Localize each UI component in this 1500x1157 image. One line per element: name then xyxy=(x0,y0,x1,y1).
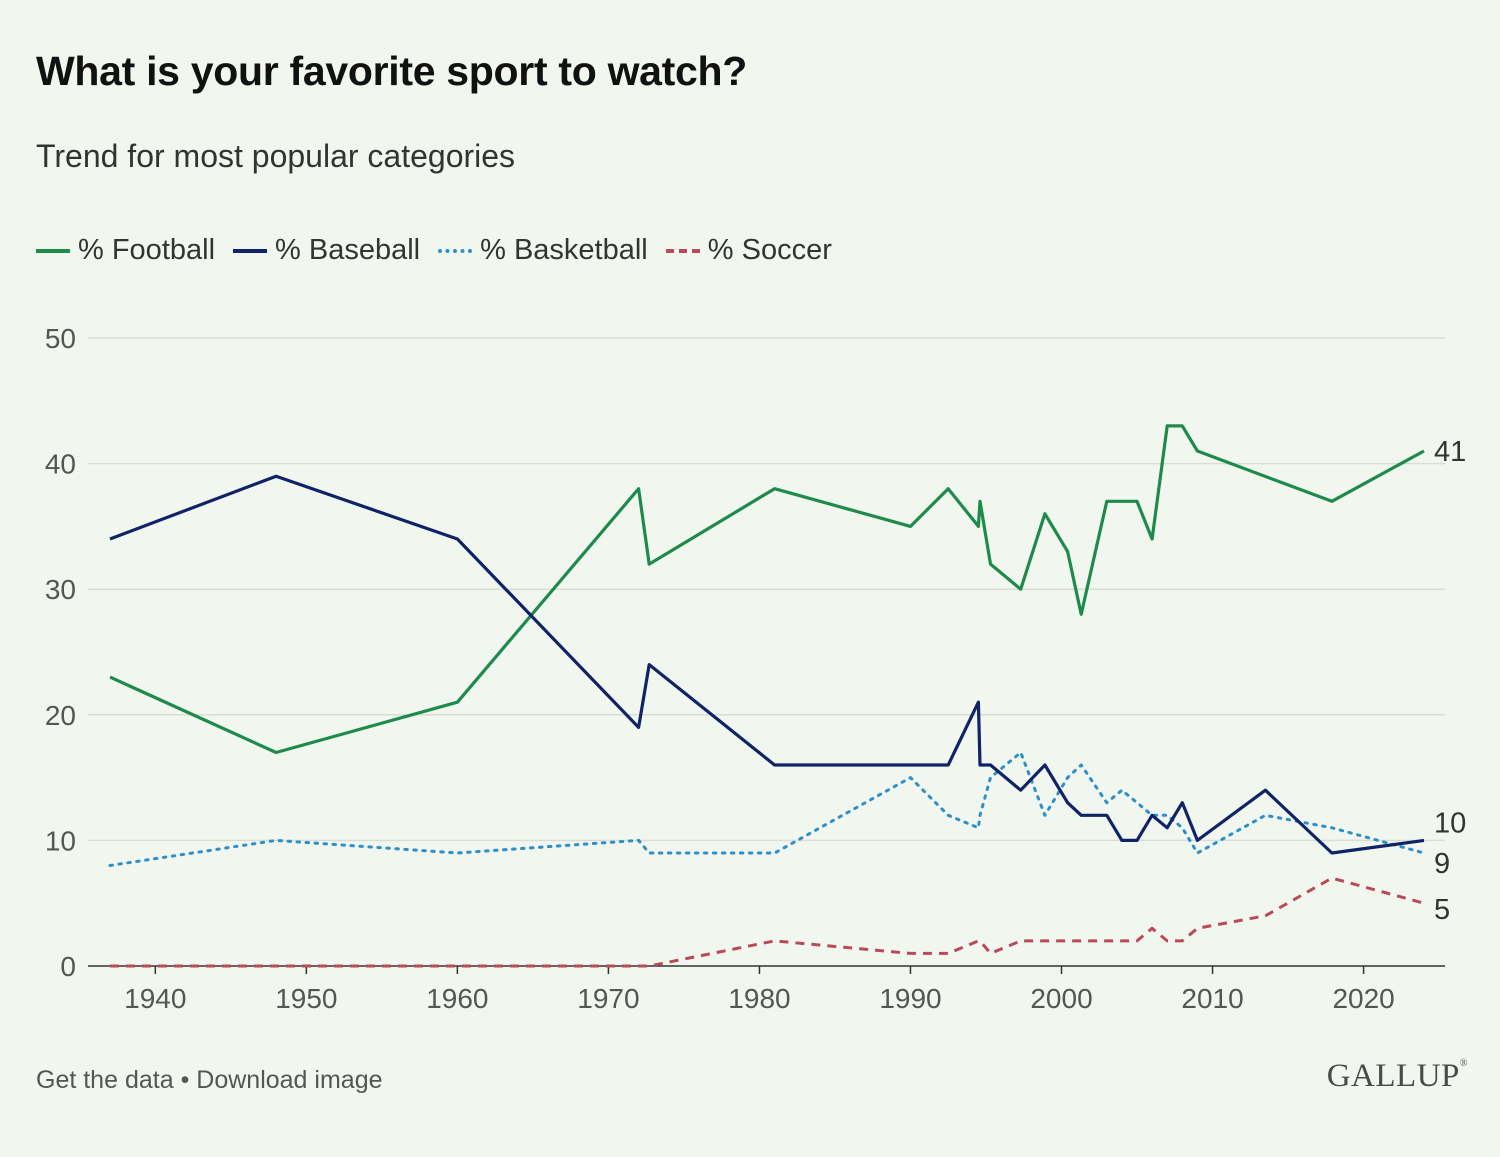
series-line-soccer xyxy=(110,876,1425,968)
footer-links: Get the data • Download image xyxy=(36,1066,383,1095)
legend-item-football: % Football xyxy=(36,234,215,267)
y-tick-label-50: 50 xyxy=(45,323,76,354)
end-label-soccer: 5 xyxy=(1434,894,1450,926)
chart-title: What is your favorite sport to watch? xyxy=(36,48,748,94)
x-tick-label-2020: 2020 xyxy=(1332,983,1394,1014)
legend-swatch-soccer xyxy=(665,248,700,253)
end-label-football: 41 xyxy=(1434,436,1466,468)
legend-item-basketball: % Basketball xyxy=(438,234,648,267)
gallup-logo-text: GALLUP xyxy=(1326,1058,1460,1094)
legend-swatch-basketball xyxy=(438,248,473,253)
legend-label-baseball: % Baseball xyxy=(275,234,421,266)
y-tick-label-10: 10 xyxy=(45,825,76,856)
x-tick-label-1960: 1960 xyxy=(426,983,488,1014)
y-tick-label-0: 0 xyxy=(60,951,76,982)
chart-subtitle: Trend for most popular categories xyxy=(36,138,516,174)
legend-label-basketball: % Basketball xyxy=(480,234,648,266)
get-data-link[interactable]: Get the data xyxy=(36,1066,174,1094)
legend-label-football: % Football xyxy=(78,234,216,266)
end-label-basketball: 9 xyxy=(1434,848,1450,880)
x-tick-label-1980: 1980 xyxy=(728,983,790,1014)
y-tick-label-20: 20 xyxy=(45,700,76,731)
x-tick-label-2010: 2010 xyxy=(1181,983,1243,1014)
legend-swatch-baseball xyxy=(233,248,268,253)
x-tick-label-1990: 1990 xyxy=(879,983,941,1014)
legend-swatch-football xyxy=(36,248,70,253)
gallup-logo: GALLUP® xyxy=(1327,1058,1468,1095)
logo-registered-mark: ® xyxy=(1459,1058,1468,1069)
y-tick-label-40: 40 xyxy=(45,449,76,480)
series-line-baseball xyxy=(109,474,1425,855)
y-tick-label-30: 30 xyxy=(45,574,76,605)
x-tick-label-2000: 2000 xyxy=(1030,983,1092,1014)
footer-separator: • xyxy=(180,1066,190,1094)
series-line-basketball xyxy=(108,751,1426,867)
legend-item-soccer: % Soccer xyxy=(665,234,832,267)
x-tick-label-1940: 1940 xyxy=(124,983,186,1014)
x-tick-label-1950: 1950 xyxy=(275,983,337,1014)
end-label-baseball: 10 xyxy=(1434,807,1466,839)
download-image-link[interactable]: Download image xyxy=(196,1066,383,1094)
x-tick-label-1970: 1970 xyxy=(577,983,639,1014)
legend: % Football % Baseball % Basketball % Soc… xyxy=(36,234,832,267)
legend-item-baseball: % Baseball xyxy=(233,234,420,267)
legend-label-soccer: % Soccer xyxy=(707,234,832,266)
series-line-football xyxy=(109,424,1425,755)
